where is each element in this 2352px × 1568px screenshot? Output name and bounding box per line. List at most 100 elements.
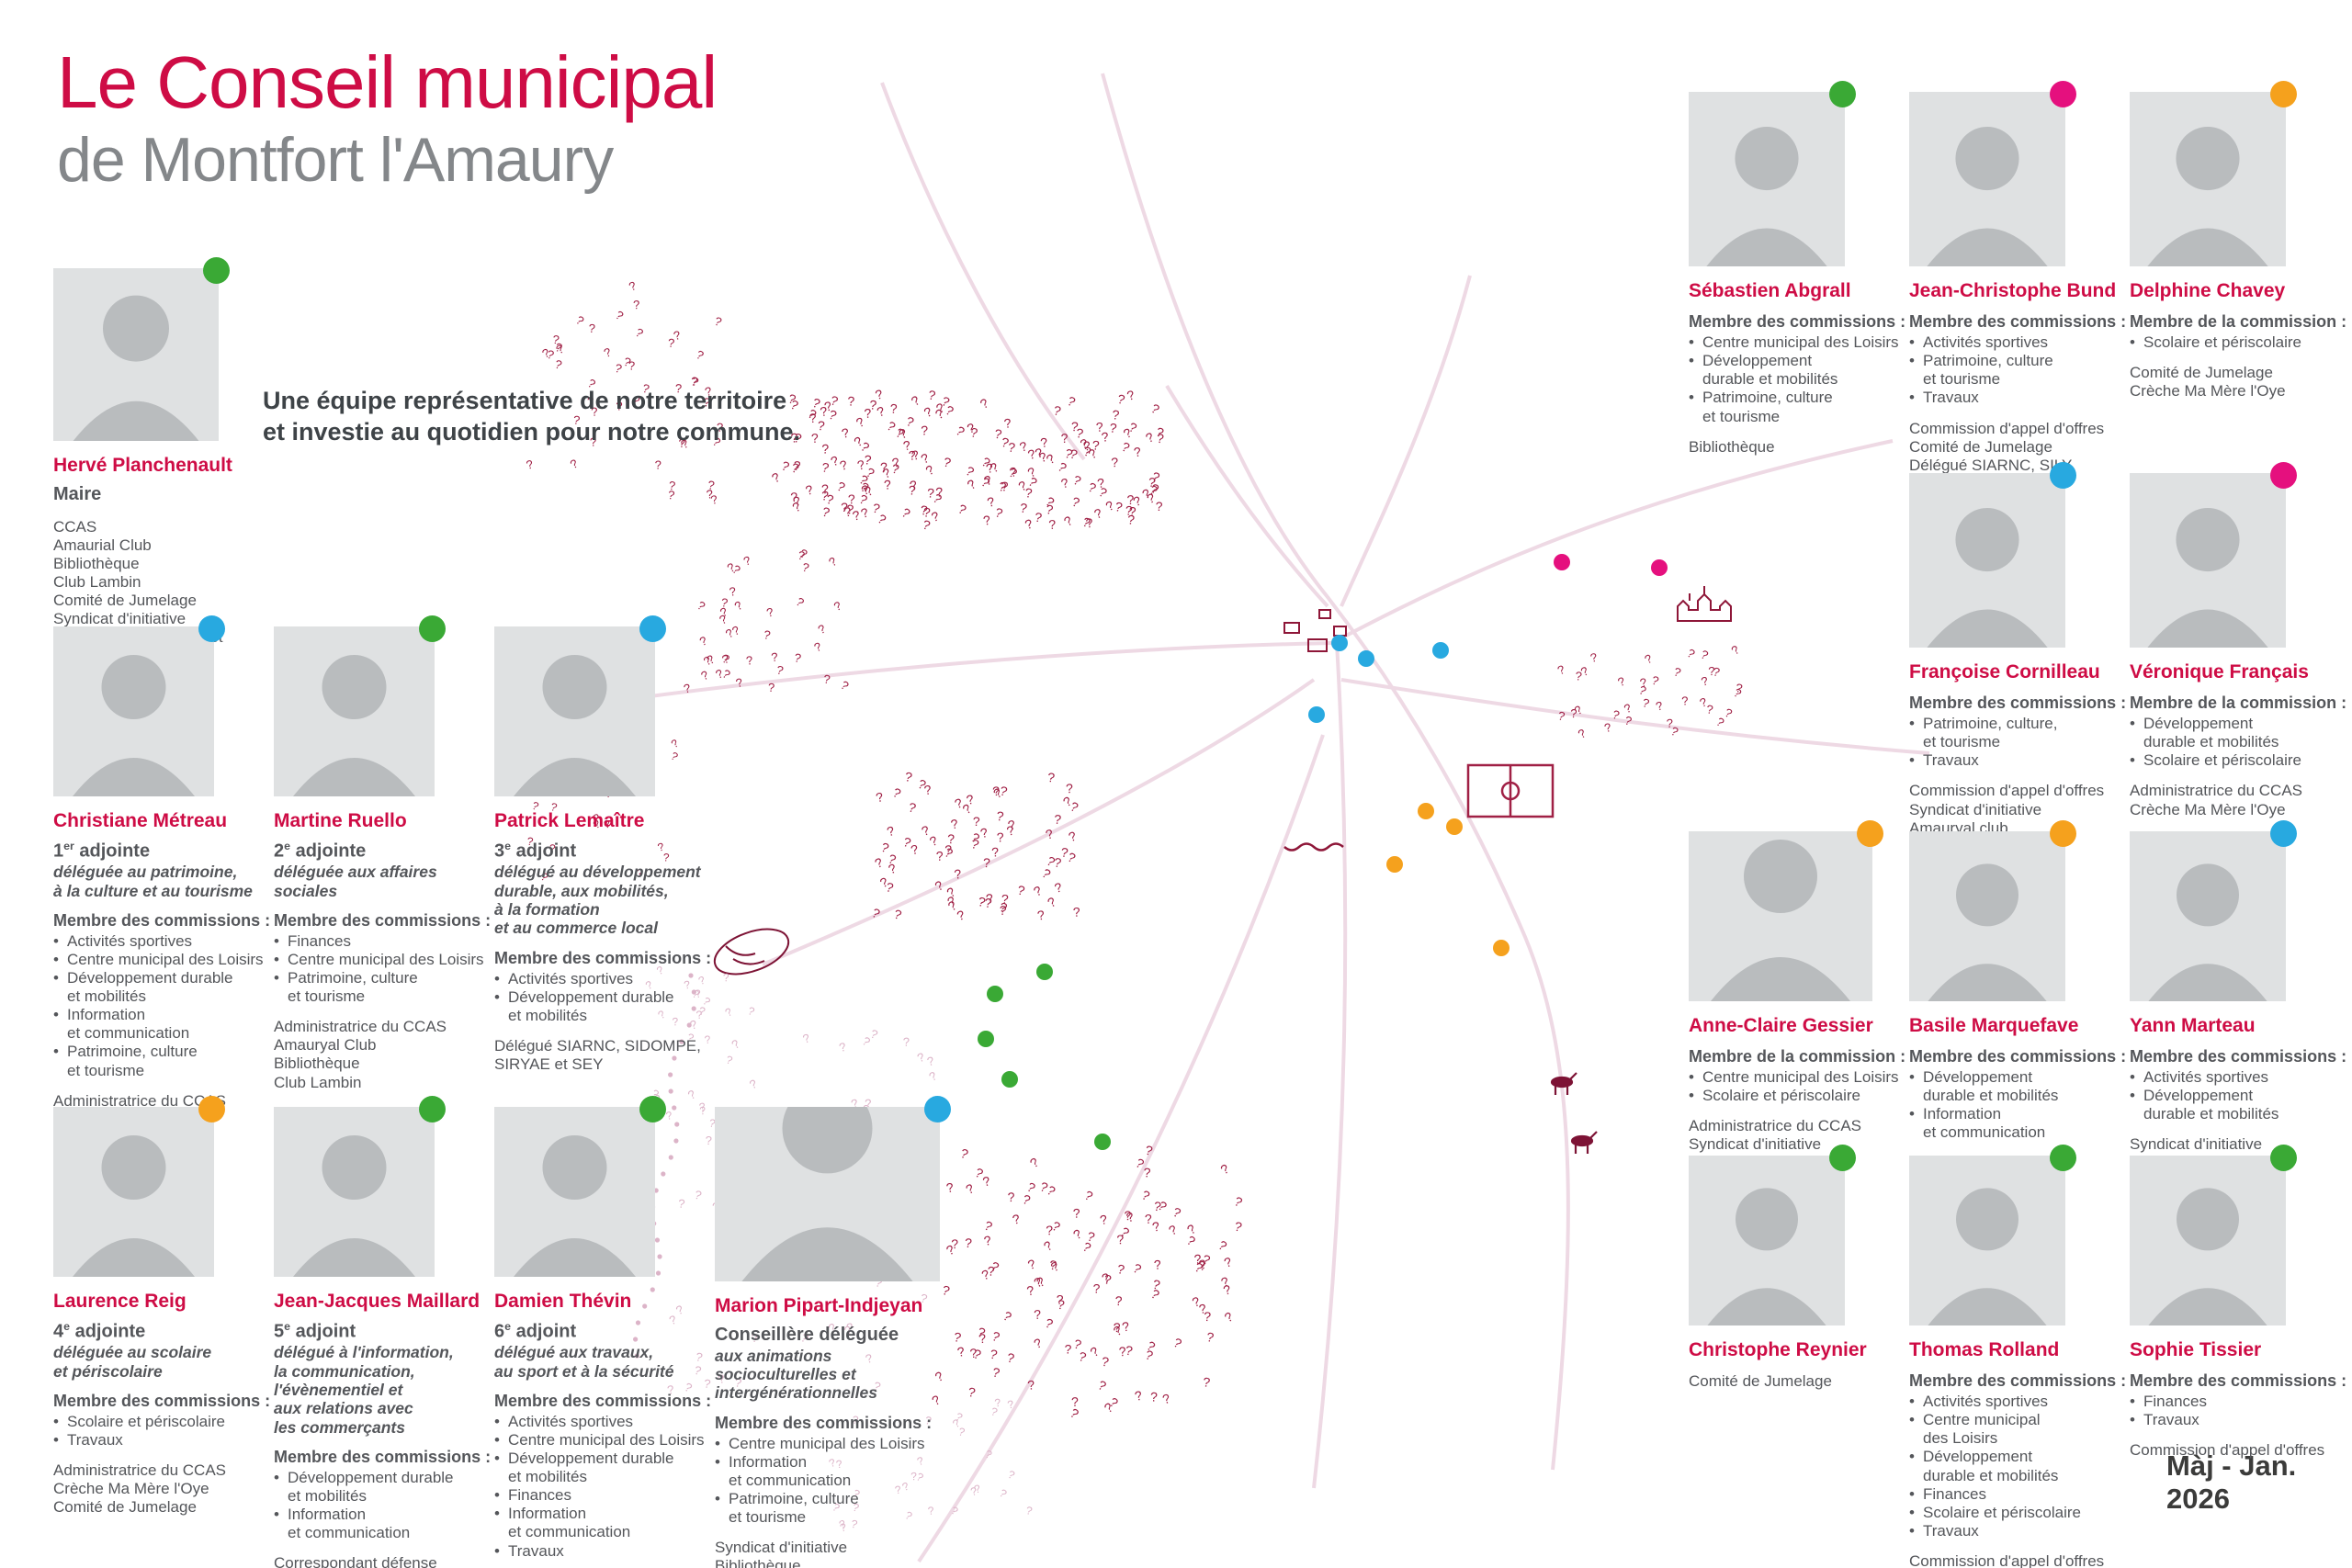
member-delegation: déléguée au patrimoine, à la culture et … xyxy=(53,863,253,900)
svg-text:?: ? xyxy=(880,465,893,481)
svg-text:?: ? xyxy=(627,278,639,294)
svg-text:?: ? xyxy=(655,458,662,472)
commission-item: Centre municipal des Loisirs xyxy=(1689,1068,1909,1087)
svg-text:?: ? xyxy=(907,799,918,816)
svg-text:?: ? xyxy=(922,504,932,520)
svg-text:?: ? xyxy=(979,454,993,470)
svg-text:?: ? xyxy=(1219,1274,1231,1291)
svg-text:?: ? xyxy=(1570,706,1577,720)
svg-text:?: ? xyxy=(1144,1347,1156,1363)
svg-text:?: ? xyxy=(602,344,613,360)
svg-text:?: ? xyxy=(720,651,731,667)
svg-text:?: ? xyxy=(1092,505,1104,522)
svg-text:?: ? xyxy=(1025,474,1040,491)
title-line1: Le Conseil municipal xyxy=(57,41,718,123)
svg-text:?: ? xyxy=(779,457,792,474)
svg-text:?: ? xyxy=(1672,664,1683,680)
svg-text:?: ? xyxy=(927,485,935,500)
svg-text:?: ? xyxy=(1011,1211,1022,1226)
map-dot xyxy=(987,986,1003,1002)
commission-item: Travaux xyxy=(494,1542,715,1561)
pond-icon xyxy=(713,928,790,976)
member-role: 5e adjoint xyxy=(274,1320,356,1342)
member-photo xyxy=(53,257,230,441)
svg-text:?: ? xyxy=(1071,472,1084,489)
commissions-label: Membre de la commission : xyxy=(1689,1047,1906,1066)
svg-text:?: ? xyxy=(920,502,929,518)
commission-item: Centre municipal des Loisirs xyxy=(274,951,494,969)
commission-item: Scolaire et périscolaire xyxy=(53,1413,274,1431)
member-photo xyxy=(1909,1145,2076,1325)
commission-item: Activités sportives xyxy=(494,970,715,988)
commission-item: Scolaire et périscolaire xyxy=(1909,1504,2130,1522)
svg-text:?: ? xyxy=(1026,1256,1038,1272)
status-dot xyxy=(2050,81,2076,107)
svg-text:?: ? xyxy=(741,553,752,569)
svg-text:?: ? xyxy=(1667,716,1673,730)
svg-text:?: ? xyxy=(1713,715,1726,730)
svg-text:?: ? xyxy=(1133,1388,1144,1404)
commissions-list: Centre municipal des LoisirsScolaire et … xyxy=(1689,1068,1909,1105)
svg-text:?: ? xyxy=(804,481,815,498)
member-extra: Comité de Jumelage Crèche Ma Mère l'Oye xyxy=(2130,364,2286,400)
map-dot xyxy=(1446,818,1463,835)
member-name: Jean-Jacques Maillard xyxy=(274,1291,481,1312)
member-card: Thomas Rolland Membre des commissions : … xyxy=(1909,1145,2130,1568)
svg-text:?: ? xyxy=(1184,1221,1199,1237)
svg-text:?: ? xyxy=(990,784,1004,801)
svg-text:?: ? xyxy=(969,424,978,440)
svg-text:?: ? xyxy=(940,393,953,410)
svg-text:?: ? xyxy=(1156,431,1165,446)
commissions-label: Membre des commissions : xyxy=(715,1413,933,1432)
svg-text:?: ? xyxy=(856,472,871,489)
svg-text:?: ? xyxy=(746,1004,756,1019)
svg-text:?: ? xyxy=(1031,883,1044,899)
svg-text:?: ? xyxy=(1024,1504,1034,1517)
commissions-list: Activités sportivesPatrimoine, culture e… xyxy=(1909,333,2130,407)
svg-text:?: ? xyxy=(1193,1251,1202,1267)
svg-text:?: ? xyxy=(1016,478,1029,494)
svg-text:?: ? xyxy=(848,491,856,506)
svg-text:?: ? xyxy=(1025,1282,1035,1298)
map-dot xyxy=(1001,1071,1018,1088)
svg-text:?: ? xyxy=(1197,1256,1208,1272)
svg-text:?: ? xyxy=(765,604,775,619)
map-dot xyxy=(1651,559,1668,576)
svg-text:?: ? xyxy=(859,504,871,521)
member-delegation: délégué au développement durable, aux mo… xyxy=(494,863,701,938)
svg-text:?: ? xyxy=(1131,1260,1145,1277)
svg-text:?: ? xyxy=(794,594,808,609)
svg-text:?: ? xyxy=(1184,1233,1198,1249)
member-name: Patrick Lemaître xyxy=(494,810,645,831)
map-dot xyxy=(1554,554,1570,570)
svg-text:?: ? xyxy=(933,406,946,423)
svg-text:?: ? xyxy=(971,1346,983,1362)
svg-text:?: ? xyxy=(553,357,563,372)
commission-item: Activités sportives xyxy=(2130,1068,2350,1087)
commissions-list: Activités sportivesCentre municipal des … xyxy=(53,932,274,1079)
person-silhouette-icon xyxy=(274,1107,435,1277)
svg-text:?: ? xyxy=(1125,1209,1136,1225)
commissions-label: Membre des commissions : xyxy=(53,910,271,930)
svg-text:?: ? xyxy=(841,500,848,514)
svg-text:?: ? xyxy=(1731,685,1744,701)
svg-text:?: ? xyxy=(1101,429,1110,445)
commission-item: Patrimoine, culture et tourisme xyxy=(715,1490,935,1527)
svg-text:?: ? xyxy=(864,405,872,421)
commission-item: Travaux xyxy=(53,1431,274,1450)
member-card: Anne-Claire Gessier Membre de la commiss… xyxy=(1689,820,1909,1155)
svg-text:?: ? xyxy=(869,397,877,412)
svg-text:?: ? xyxy=(1025,464,1038,480)
member-delegation: aux animations socioculturelles et inter… xyxy=(715,1346,877,1403)
horse-icon xyxy=(1550,1072,1577,1095)
svg-text:?: ? xyxy=(732,598,745,614)
svg-text:?: ? xyxy=(1080,514,1092,531)
commissions-list: Scolaire et périscolaireTravaux xyxy=(53,1413,274,1450)
commission-item: Information et communication xyxy=(53,1006,274,1043)
svg-text:?: ? xyxy=(957,1425,967,1438)
svg-text:?: ? xyxy=(1735,681,1744,695)
member-name: Delphine Chavey xyxy=(2130,280,2286,301)
svg-text:?: ? xyxy=(1067,829,1079,845)
svg-text:?: ? xyxy=(857,491,870,508)
svg-text:?: ? xyxy=(820,488,830,503)
